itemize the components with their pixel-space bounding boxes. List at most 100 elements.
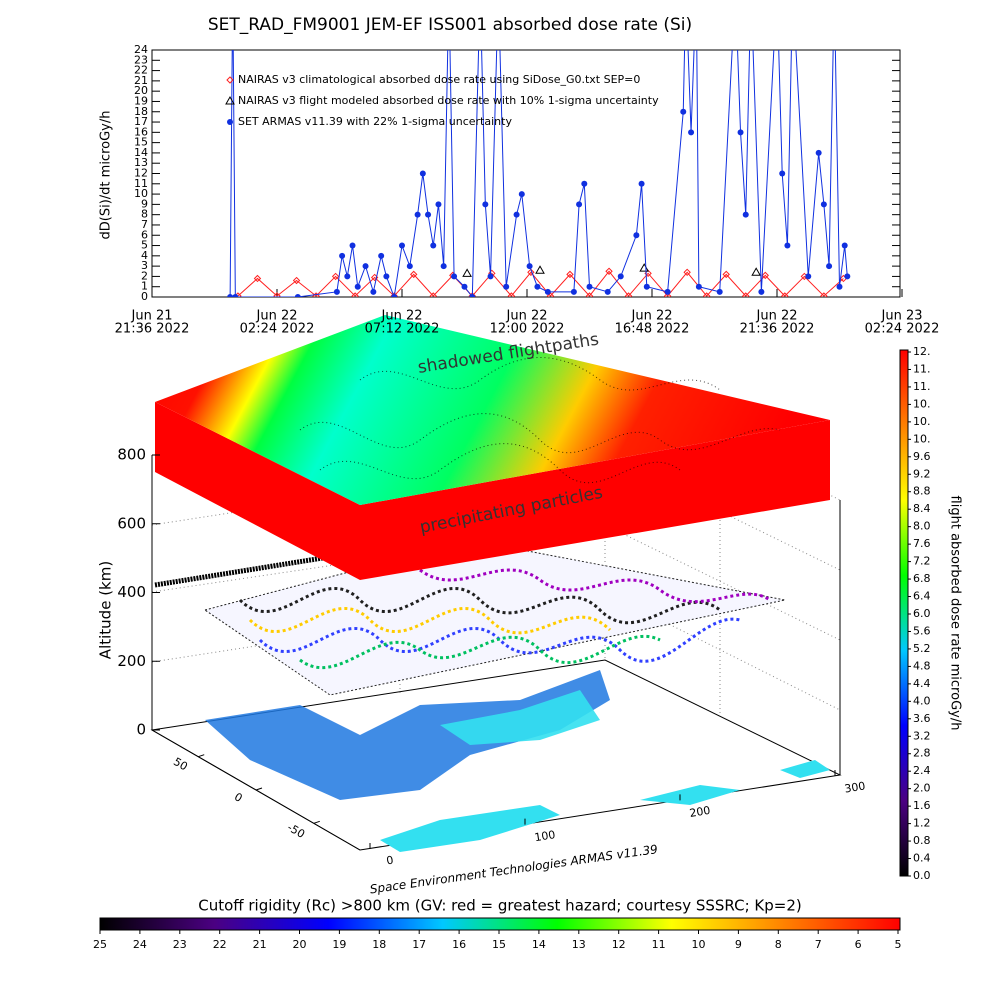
colorbar-tick-label: 24 <box>133 938 147 951</box>
point <box>844 273 851 280</box>
legend-marker <box>225 95 235 105</box>
point <box>570 288 577 295</box>
point <box>518 191 525 198</box>
x-tick-label: Jun 22 <box>631 309 673 324</box>
point <box>604 288 611 295</box>
point <box>663 292 672 297</box>
x-tick-label: Jun 22 <box>756 309 798 324</box>
point <box>339 252 346 259</box>
flight-tracks <box>238 568 771 669</box>
point <box>836 283 843 290</box>
land-shape <box>440 690 600 745</box>
colorbar-tick-label: 2.8 <box>913 747 931 760</box>
point <box>351 292 359 297</box>
point <box>664 288 671 295</box>
point <box>227 294 234 297</box>
point <box>440 263 447 270</box>
colorbar-tick-label: 3.2 <box>913 729 931 742</box>
point <box>638 180 645 187</box>
y-tick-label: 24 <box>134 43 148 56</box>
y-tick-label: 14 <box>134 146 148 159</box>
point <box>410 270 418 279</box>
colorbar-tick-label: 17 <box>412 938 426 951</box>
point <box>429 292 437 297</box>
point <box>535 265 545 274</box>
point <box>639 263 650 272</box>
colorbar-tick-label: 21 <box>253 938 267 951</box>
point <box>633 232 640 239</box>
point <box>331 272 340 281</box>
point <box>469 294 476 297</box>
colorbar-tick-label: 5 <box>895 938 902 951</box>
point <box>414 211 421 218</box>
colorbar-tick-label: 18 <box>372 938 386 951</box>
colorbar-tick-label: 2.0 <box>913 782 931 795</box>
point <box>391 294 398 297</box>
lon-tick-label: 100 <box>534 828 557 844</box>
x-tick-label: 12:00 2022 <box>490 322 565 337</box>
x-tick-label: Jun 21 <box>131 309 173 324</box>
y-tick-label: 18 <box>134 105 148 118</box>
colorbar-tick-label: 6.8 <box>913 572 931 585</box>
colorbar-tick-label: 10. <box>913 397 931 410</box>
point <box>503 283 510 290</box>
z-tick-label: 0 <box>136 721 146 739</box>
point <box>232 294 239 297</box>
point <box>294 294 301 297</box>
y-tick-label: 15 <box>134 136 148 149</box>
colorbar-tick-label: 0.4 <box>913 852 931 865</box>
colorbar-tick-label: 9.2 <box>913 467 931 480</box>
lat-tick-label: 50 <box>171 755 190 773</box>
legend-label: NAIRAS v3 climatological absorbed dose r… <box>238 73 640 86</box>
colorbar-tick-label: 6.0 <box>913 607 931 620</box>
legend-marker <box>226 76 234 84</box>
point <box>487 273 494 280</box>
y-tick-label: 21 <box>134 74 148 87</box>
point <box>716 288 723 295</box>
point <box>419 170 426 177</box>
point <box>362 263 369 270</box>
lat-tick-label: 0 <box>232 790 245 805</box>
point <box>406 263 413 270</box>
point <box>781 292 789 297</box>
colorbar-tick-label: 22 <box>213 938 227 951</box>
colorbar-tick-label: 5.6 <box>913 624 931 637</box>
x-tick-label: Jun 22 <box>506 309 548 324</box>
point <box>526 263 533 270</box>
plot-area <box>227 50 851 297</box>
point <box>333 288 340 295</box>
y-tick-label: 13 <box>134 156 148 169</box>
colorbar-tick-label: 16 <box>452 938 466 951</box>
point <box>680 108 687 115</box>
y-tick-label: 23 <box>134 53 148 66</box>
colorbar <box>99 917 901 931</box>
colorbar-tick-label: 15 <box>492 938 506 951</box>
colorbar-tick-label: 8 <box>775 938 782 951</box>
land-shape <box>205 670 610 800</box>
lat-tick <box>198 754 205 758</box>
lat-tick <box>313 820 320 824</box>
point <box>761 271 769 280</box>
colorbar-tick-label: 9.6 <box>913 450 931 463</box>
x-tick-label: Jun 23 <box>881 309 923 324</box>
lon-tick-label: 200 <box>689 804 712 820</box>
point <box>513 211 520 218</box>
plot-frame <box>151 49 901 298</box>
y-tick-label: 9 <box>141 197 148 210</box>
slab-side <box>155 402 830 580</box>
lat-tick <box>255 787 263 791</box>
point <box>742 211 749 218</box>
colorbar-tick-label: 8.4 <box>913 502 931 515</box>
z-tick-label: 800 <box>117 446 146 464</box>
colorbar-tick-label: 13 <box>572 938 586 951</box>
point <box>617 273 624 280</box>
legend-label: SET ARMAS v11.39 with 22% 1-sigma uncert… <box>238 115 512 128</box>
slab-tracks <box>299 357 781 484</box>
point <box>349 242 356 249</box>
colorbar-tick-label: 6 <box>855 938 862 951</box>
z-axis-label: Altitude (km) <box>97 561 115 659</box>
series-line <box>229 50 848 297</box>
lon-tick-label: 0 <box>385 854 394 868</box>
colorbar-tick-label: 7 <box>815 938 822 951</box>
colorbar-tick-label: 12. <box>913 345 931 358</box>
